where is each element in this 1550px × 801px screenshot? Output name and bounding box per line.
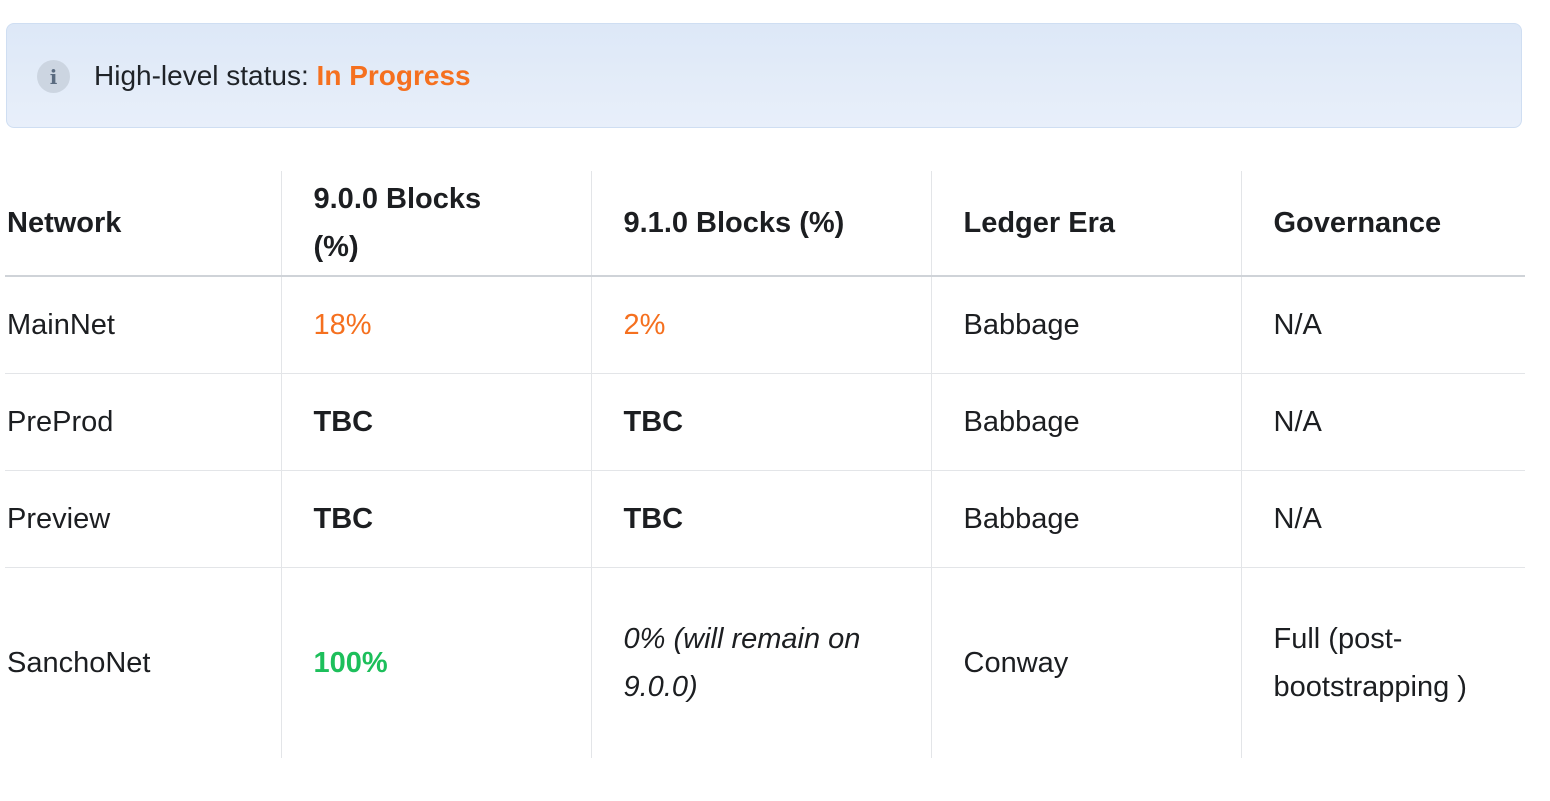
cell-network: SanchoNet <box>7 647 151 679</box>
cell-governance: N/A <box>1240 470 1525 568</box>
cell-ledger-era: Babbage <box>930 276 1241 374</box>
header-ledger-era: Ledger Era <box>930 171 1241 277</box>
cell-blocks-900: 18% <box>280 276 591 374</box>
status-value: In Progress <box>316 60 471 91</box>
cell-blocks-910: 2% <box>590 276 931 374</box>
cell-governance: N/A <box>1240 276 1525 374</box>
info-icon: i <box>37 60 70 93</box>
cell-network: PreProd <box>5 373 281 471</box>
header-network: Network <box>5 171 281 277</box>
cell-blocks-910: TBC <box>590 373 931 471</box>
cell-governance: N/A <box>1240 373 1525 471</box>
cell-blocks-910: TBC <box>590 470 931 568</box>
cell-blocks-900: 100% <box>280 567 591 758</box>
table-row: SanchoNet 100% 0% (will remain on 9.0.0)… <box>5 567 1525 758</box>
table-row: Preview TBC TBC Babbage N/A <box>5 470 1525 568</box>
cell-ledger-era: Conway <box>930 567 1241 758</box>
cell-blocks-900: TBC <box>280 373 591 471</box>
header-blocks-900: 9.0.0 Blocks (%) <box>280 171 591 277</box>
network-status-table: Network 9.0.0 Blocks (%) 9.1.0 Blocks (%… <box>5 171 1525 758</box>
cell-blocks-900: TBC <box>280 470 591 568</box>
table-header-row: Network 9.0.0 Blocks (%) 9.1.0 Blocks (%… <box>5 171 1525 277</box>
table-row: PreProd TBC TBC Babbage N/A <box>5 373 1525 471</box>
cell-network: Preview <box>5 470 281 568</box>
status-callout: i High-level status: In Progress <box>6 23 1522 128</box>
cell-ledger-era: Babbage <box>930 470 1241 568</box>
table-row: MainNet 18% 2% Babbage N/A <box>5 276 1525 374</box>
header-governance: Governance <box>1240 171 1525 277</box>
cell-blocks-910: 0% (will remain on 9.0.0) <box>590 567 931 758</box>
status-label: High-level status: <box>94 60 317 91</box>
cell-ledger-era: Babbage <box>930 373 1241 471</box>
status-text: High-level status: In Progress <box>94 58 471 94</box>
cell-network: MainNet <box>5 276 281 374</box>
cell-governance: Full (post-bootstrapping ) <box>1240 567 1525 758</box>
header-blocks-910: 9.1.0 Blocks (%) <box>590 171 931 277</box>
